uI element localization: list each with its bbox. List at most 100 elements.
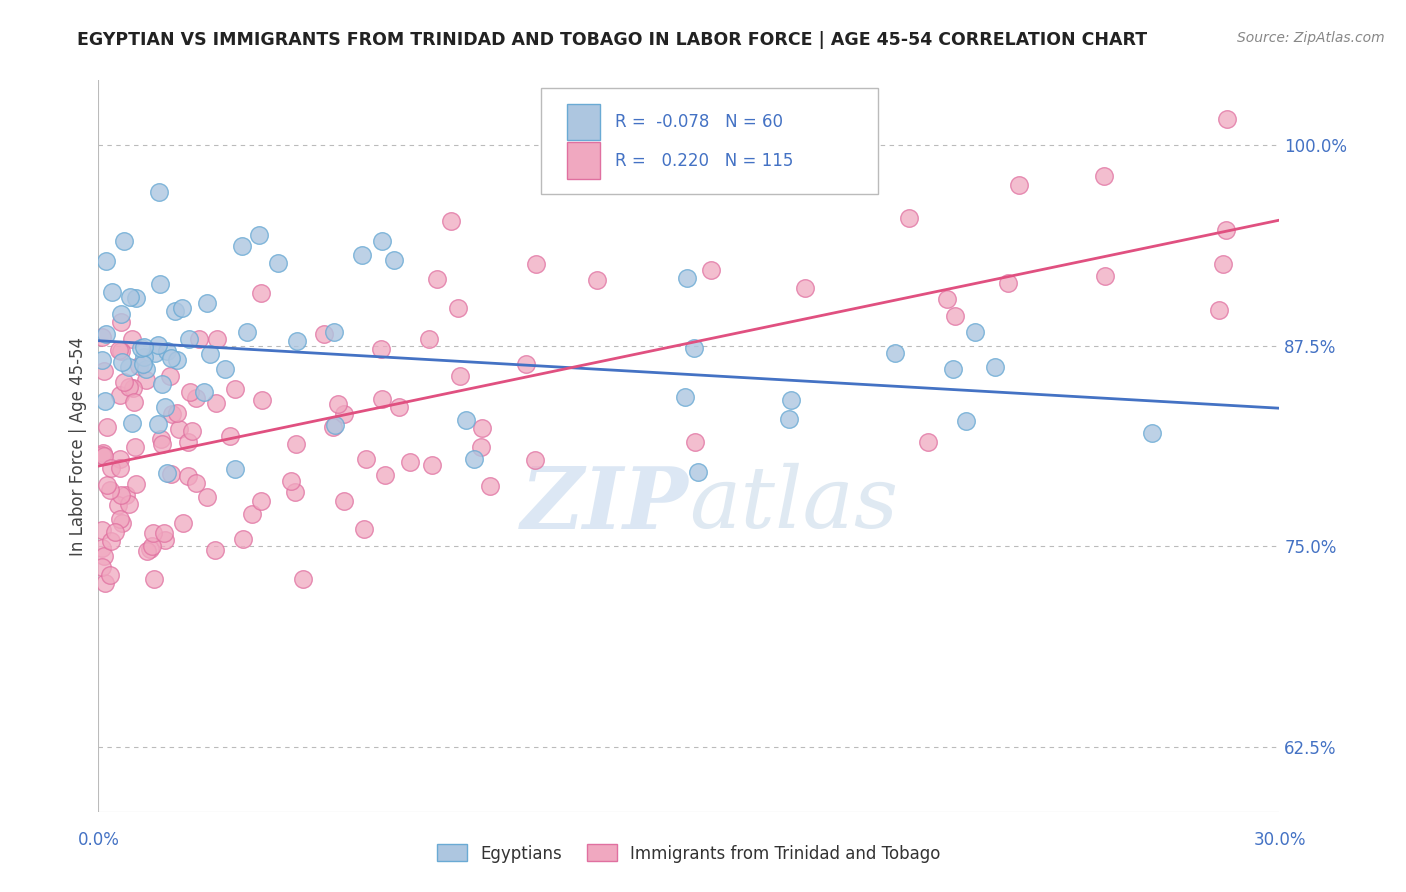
Point	[124, 440, 146, 454]
Point	[463, 452, 485, 467]
Point	[91, 559, 114, 574]
Point	[231, 238, 253, 252]
Point	[110, 452, 132, 467]
Point	[997, 276, 1019, 290]
Point	[146, 338, 169, 352]
Point	[1212, 256, 1234, 270]
Point	[107, 498, 129, 512]
Point	[515, 357, 537, 371]
Point	[326, 397, 349, 411]
Point	[479, 479, 502, 493]
Point	[153, 533, 176, 548]
Point	[284, 485, 307, 500]
Point	[284, 437, 307, 451]
Point	[94, 394, 117, 409]
Point	[177, 332, 200, 346]
Point	[153, 400, 176, 414]
Point	[163, 304, 186, 318]
Point	[370, 392, 392, 407]
Point	[897, 211, 920, 225]
Text: R =   0.220   N = 115: R = 0.220 N = 115	[614, 152, 793, 169]
Text: 30.0%: 30.0%	[1253, 831, 1306, 849]
Point	[93, 549, 115, 563]
Point	[134, 350, 156, 364]
Point	[676, 271, 699, 285]
Point	[162, 407, 184, 421]
Point	[177, 469, 200, 483]
Point	[124, 291, 146, 305]
Point	[195, 491, 218, 505]
Point	[115, 488, 138, 502]
Point	[420, 458, 443, 472]
Point	[141, 539, 163, 553]
Point	[110, 315, 132, 329]
Point	[470, 440, 492, 454]
Point	[195, 295, 218, 310]
Point	[353, 522, 375, 536]
Point	[177, 435, 200, 450]
Point	[156, 467, 179, 481]
Point	[110, 344, 132, 359]
Point	[214, 361, 236, 376]
Point	[186, 392, 208, 406]
Point	[166, 352, 188, 367]
Point	[224, 461, 246, 475]
Text: atlas: atlas	[689, 463, 898, 546]
Point	[135, 362, 157, 376]
FancyBboxPatch shape	[567, 143, 600, 179]
Text: R =  -0.078   N = 60: R = -0.078 N = 60	[614, 113, 783, 131]
Point	[205, 332, 228, 346]
Point	[586, 273, 609, 287]
Point	[440, 214, 463, 228]
Point	[232, 532, 254, 546]
Point	[172, 301, 194, 316]
Point	[883, 346, 905, 360]
Point	[285, 334, 308, 349]
Point	[94, 253, 117, 268]
Point	[247, 228, 270, 243]
Point	[143, 573, 166, 587]
Point	[526, 257, 548, 271]
Point	[683, 434, 706, 449]
Point	[98, 483, 121, 497]
Point	[100, 533, 122, 548]
Point	[700, 263, 723, 277]
Point	[205, 396, 228, 410]
Point	[112, 376, 135, 390]
Point	[322, 420, 344, 434]
Point	[108, 461, 131, 475]
Point	[471, 421, 494, 435]
Point	[132, 357, 155, 371]
Point	[323, 325, 346, 339]
Point	[778, 411, 800, 425]
Point	[280, 475, 302, 489]
Point	[1216, 112, 1239, 126]
Point	[188, 332, 211, 346]
Point	[108, 388, 131, 402]
Point	[523, 453, 546, 467]
Point	[108, 511, 131, 525]
Point	[454, 413, 477, 427]
Point	[148, 185, 170, 199]
Point	[323, 418, 346, 433]
Point	[449, 369, 471, 384]
Point	[91, 449, 114, 463]
Point	[942, 362, 965, 376]
Point	[179, 384, 201, 399]
Point	[236, 325, 259, 339]
Point	[142, 525, 165, 540]
Point	[152, 526, 174, 541]
Point	[936, 292, 959, 306]
Point	[200, 347, 222, 361]
Point	[955, 414, 977, 428]
Point	[354, 452, 377, 467]
Point	[779, 392, 801, 407]
Point	[93, 364, 115, 378]
Point	[111, 516, 134, 530]
Point	[91, 353, 114, 368]
Point	[101, 285, 124, 299]
Point	[1140, 425, 1163, 440]
Point	[332, 407, 354, 421]
Point	[91, 330, 114, 344]
Point	[98, 568, 121, 582]
